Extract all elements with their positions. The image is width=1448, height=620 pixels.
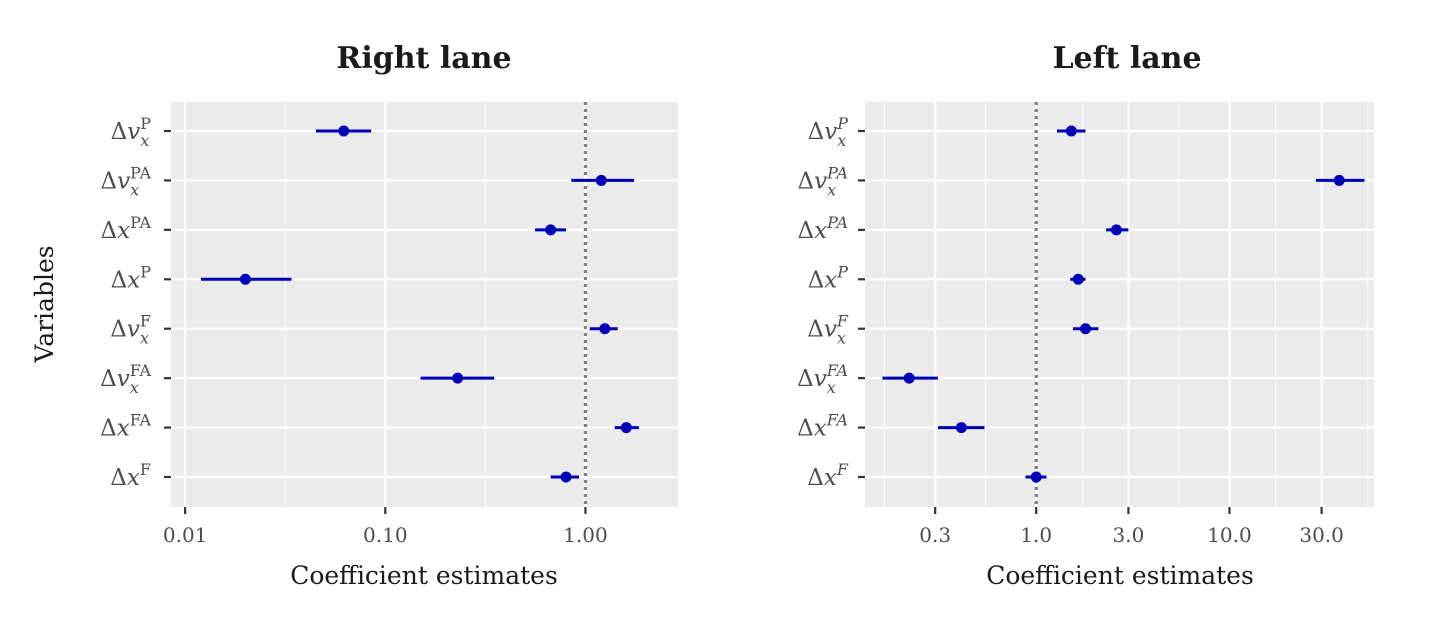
left-lane-x-tick-label: 10.0 [1207, 523, 1252, 547]
right-lane-x-axis-label: Coefficient estimates [290, 561, 558, 590]
right-lane-panel-background [171, 102, 678, 507]
right-lane-estimate-delta-v-x-p [338, 125, 350, 137]
left-lane-panel: Left lane Coefficient estimates 0.3 1.0 3.… [797, 41, 1374, 590]
left-lane-y-tick-label-delta-x-f: ΔxF [807, 460, 849, 491]
left-lane-y-tick-label-delta-v-x-fa: ΔvxFA [797, 361, 848, 397]
right-lane-x-tick-label: 0.10 [363, 523, 408, 547]
right-lane-x-tick-label: 1.00 [563, 523, 608, 547]
right-lane-estimate-delta-v-x-fa [452, 372, 464, 384]
left-lane-estimate-delta-x-pa [1110, 224, 1122, 236]
left-lane-estimate-delta-x-fa [955, 422, 967, 434]
right-lane-x-tick-label: 0.01 [163, 523, 208, 547]
left-lane-x-tick-label: 0.3 [919, 523, 951, 547]
left-lane-estimate-delta-v-x-f [1080, 323, 1092, 335]
right-lane-y-tick-label-delta-v-x-p: ΔvxP [111, 114, 152, 150]
right-lane-panel: Right lane Coefficient estimates Variabl… [30, 41, 678, 590]
left-lane-estimate-delta-v-x-p [1065, 125, 1077, 137]
right-lane-y-tick-label-delta-v-x-pa: ΔvxPA [100, 163, 151, 199]
right-lane-y-tick-label-delta-v-x-f: ΔvxF [110, 312, 151, 348]
right-lane-estimate-delta-v-x-pa [595, 174, 607, 186]
left-lane-x-tick-label: 3.0 [1112, 523, 1144, 547]
left-lane-x-tick-label: 1.0 [1020, 523, 1052, 547]
right-lane-estimate-delta-x-pa [545, 224, 557, 236]
left-lane-x-axis-label: Coefficient estimates [986, 561, 1254, 590]
left-lane-y-tick-label-delta-v-x-pa: ΔvxPA [797, 163, 848, 199]
left-lane-y-tick-label-delta-x-pa: ΔxPA [798, 213, 848, 244]
right-lane-y-tick-label-delta-x-fa: ΔxFA [100, 411, 151, 442]
right-lane-y-tick-label-delta-x-pa: ΔxPA [101, 213, 152, 244]
right-lane-title: Right lane [336, 41, 511, 76]
left-lane-panel-background [865, 102, 1374, 507]
left-lane-x-tick-label: 30.0 [1299, 523, 1344, 547]
right-lane-estimate-delta-x-f [560, 471, 572, 483]
right-lane-y-tick-label-delta-x-f: ΔxF [110, 460, 151, 491]
left-lane-y-tick-label-delta-v-x-p: ΔvxP [808, 114, 849, 150]
right-lane-y-tick-label-delta-x-p: ΔxP [111, 262, 152, 293]
y-axis-label: Variables [30, 245, 59, 363]
right-lane-estimate-delta-x-fa [620, 422, 632, 434]
right-lane-estimate-delta-v-x-f [599, 323, 611, 335]
left-lane-estimate-delta-v-x-fa [903, 372, 915, 384]
right-lane-estimate-delta-x-p [239, 273, 251, 285]
left-lane-y-tick-label-delta-x-p: ΔxP [808, 262, 849, 293]
left-lane-estimate-delta-x-p [1072, 273, 1084, 285]
left-lane-estimate-delta-x-f [1030, 471, 1042, 483]
right-lane-y-tick-label-delta-v-x-fa: ΔvxFA [100, 361, 151, 397]
left-lane-y-tick-label-delta-v-x-f: ΔvxF [807, 312, 849, 348]
left-lane-title: Left lane [1052, 41, 1201, 76]
left-lane-estimate-delta-v-x-pa [1333, 174, 1345, 186]
left-lane-y-tick-label-delta-x-fa: ΔxFA [797, 411, 848, 442]
